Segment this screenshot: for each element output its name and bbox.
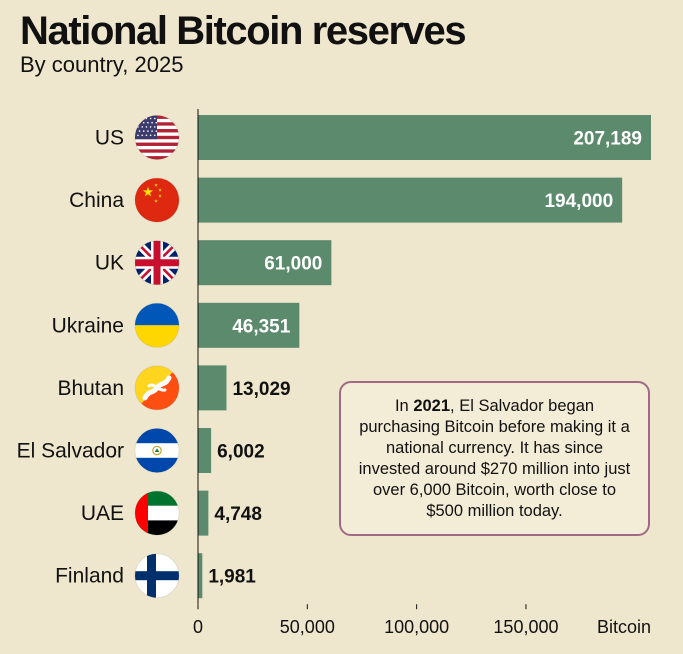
bhutan-flag-icon (134, 365, 180, 411)
annotation-year: 2021 (413, 396, 451, 415)
x-tick-label: 150,000 (493, 617, 558, 637)
bar (198, 240, 332, 286)
x-axis-label: Bitcoin (597, 617, 651, 637)
annotation-text: In 2021, El Salvador began purchasing Bi… (355, 396, 634, 522)
category-label: UAE (81, 502, 124, 525)
chart-title: National Bitcoin reserves (20, 9, 467, 53)
bar (198, 302, 300, 348)
category-label: US (95, 127, 124, 150)
x-tick-label: 0 (193, 617, 203, 637)
category-label: China (69, 189, 124, 212)
bar (198, 115, 651, 160)
category-label: UK (95, 252, 124, 275)
value-label: 6,002 (217, 442, 265, 463)
value-label: 13,029 (232, 379, 290, 400)
value-label: 61,000 (264, 254, 322, 275)
china-flag-icon (134, 177, 180, 223)
category-label: Bhutan (57, 377, 124, 400)
ukraine-flag-icon (134, 302, 180, 348)
value-label: 4,748 (214, 504, 262, 525)
annotation-box: In 2021, El Salvador began purchasing Bi… (339, 381, 650, 536)
value-label: 1,981 (208, 567, 256, 588)
el-salvador-flag-icon (134, 428, 180, 473)
x-tick-label: 50,000 (280, 617, 335, 637)
x-tick-label: 100,000 (384, 617, 449, 637)
uk-flag-icon (134, 240, 180, 286)
value-label: 194,000 (544, 191, 613, 212)
category-label: Finland (55, 565, 124, 588)
category-label: El Salvador (17, 440, 124, 463)
value-label: 46,351 (232, 316, 291, 337)
bar (198, 177, 623, 223)
bar (198, 490, 209, 536)
bar (198, 365, 227, 411)
bar (198, 428, 212, 473)
uae-flag-icon (134, 490, 180, 536)
value-label: 207,189 (573, 129, 642, 150)
annotation-body: , El Salvador began purchasing Bitcoin b… (358, 396, 631, 520)
bar (198, 553, 203, 599)
us-flag-icon (134, 115, 180, 160)
category-label: Ukraine (52, 314, 124, 337)
finland-flag-icon (134, 553, 180, 599)
annotation-prefix: In (394, 396, 414, 415)
chart-subtitle: By country, 2025 (20, 52, 184, 77)
